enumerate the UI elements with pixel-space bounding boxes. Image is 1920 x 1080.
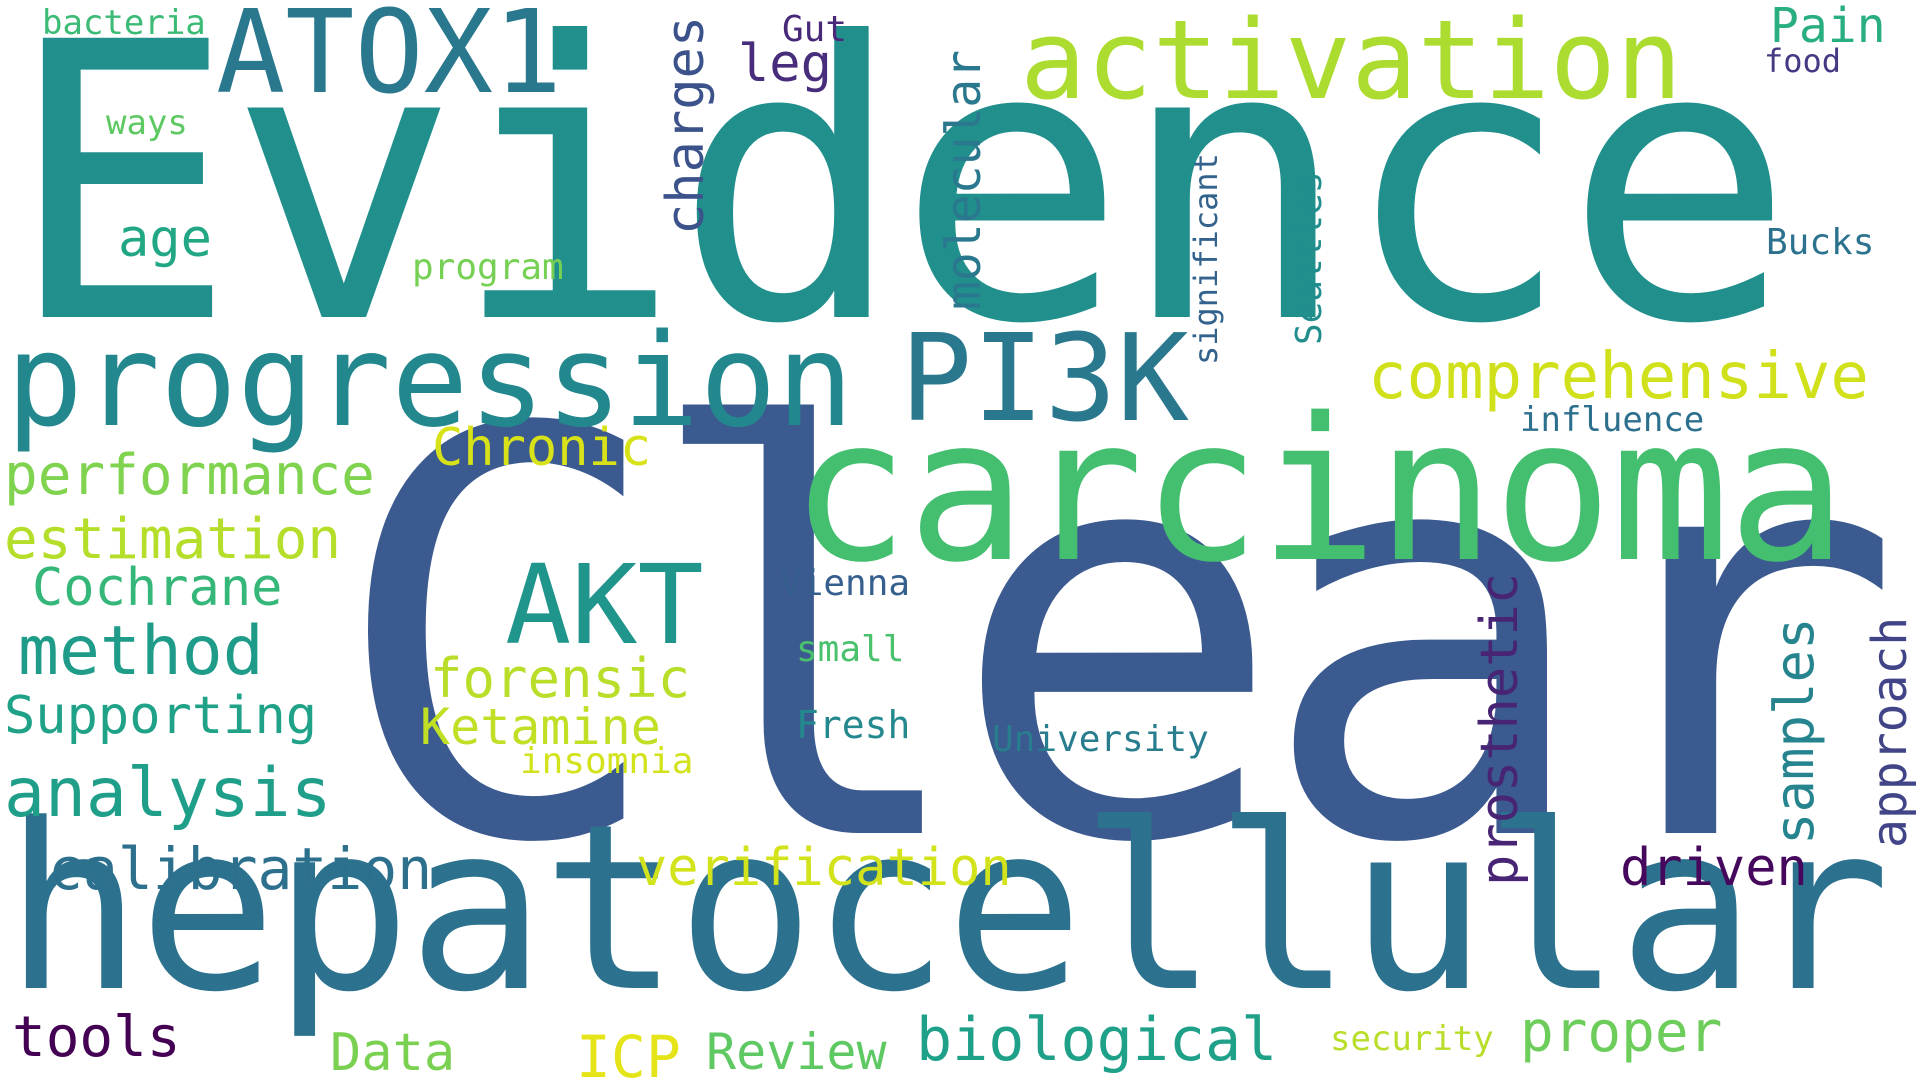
word-insomnia: insomnia bbox=[520, 741, 694, 782]
word-calibration: calibration bbox=[48, 835, 433, 903]
word-university: University bbox=[992, 719, 1209, 760]
word-progression: progression bbox=[6, 307, 854, 456]
word-chronic: Chronic bbox=[432, 418, 652, 478]
word-molecular: molecular bbox=[936, 49, 992, 310]
word-carcinoma: carcinoma bbox=[790, 375, 1847, 606]
word-estimation: estimation bbox=[4, 507, 342, 572]
word-influence: influence bbox=[1520, 400, 1705, 440]
word-program: program bbox=[412, 247, 564, 288]
word-approach: approach bbox=[1862, 616, 1918, 848]
word-charges: charges bbox=[656, 15, 716, 235]
word-method: method bbox=[18, 612, 264, 691]
word-driven: driven bbox=[1620, 838, 1808, 898]
word-ketamine: Ketamine bbox=[420, 698, 661, 756]
word-atox1: ATOX1 bbox=[216, 0, 563, 120]
word-samples: samples bbox=[1763, 617, 1826, 845]
word-forensic: forensic bbox=[430, 647, 691, 710]
word-bacteria: bacteria bbox=[42, 3, 206, 43]
word-tools: tools bbox=[12, 1005, 181, 1070]
word-gut: Gut bbox=[782, 9, 848, 50]
word-data: Data bbox=[330, 1023, 456, 1080]
word-performance: performance bbox=[4, 443, 375, 508]
word-pi3k: PI3K bbox=[900, 310, 1189, 449]
word-fresh: Fresh bbox=[796, 703, 911, 747]
word-security: security bbox=[1330, 1019, 1494, 1059]
word-age: age bbox=[118, 209, 212, 269]
word-akt: AKT bbox=[505, 541, 704, 669]
word-vienna: Vienna bbox=[780, 563, 911, 604]
word-review: Review bbox=[706, 1023, 887, 1080]
word-clear: Clear bbox=[330, 314, 1904, 966]
word-seattles: Seattles bbox=[1289, 171, 1330, 345]
word-cochrane: Cochrane bbox=[32, 558, 283, 618]
word-food: food bbox=[1764, 42, 1842, 80]
word-comprehensive: comprehensive bbox=[1368, 340, 1869, 414]
word-analysis: analysis bbox=[4, 754, 332, 833]
word-icp: ICP bbox=[576, 1023, 681, 1080]
word-bucks: Bucks bbox=[1766, 222, 1875, 263]
word-pain: Pain bbox=[1770, 0, 1886, 54]
word-biological: biological bbox=[916, 1005, 1278, 1075]
word-evidence: Evidence bbox=[6, 0, 1795, 408]
word-hepatocellular: hepatocellular bbox=[4, 776, 1891, 1043]
word-proper: proper bbox=[1520, 1000, 1723, 1065]
word-leg: leg bbox=[738, 34, 832, 94]
word-prosthetic: prosthetic bbox=[1470, 572, 1530, 886]
word-significant: significant bbox=[1187, 153, 1225, 365]
word-supporting: Supporting bbox=[4, 686, 318, 746]
word-small: small bbox=[796, 629, 905, 670]
word-verification: verification bbox=[636, 838, 1012, 898]
word-activation: activation bbox=[1020, 0, 1683, 124]
word-ways: ways bbox=[106, 103, 188, 143]
